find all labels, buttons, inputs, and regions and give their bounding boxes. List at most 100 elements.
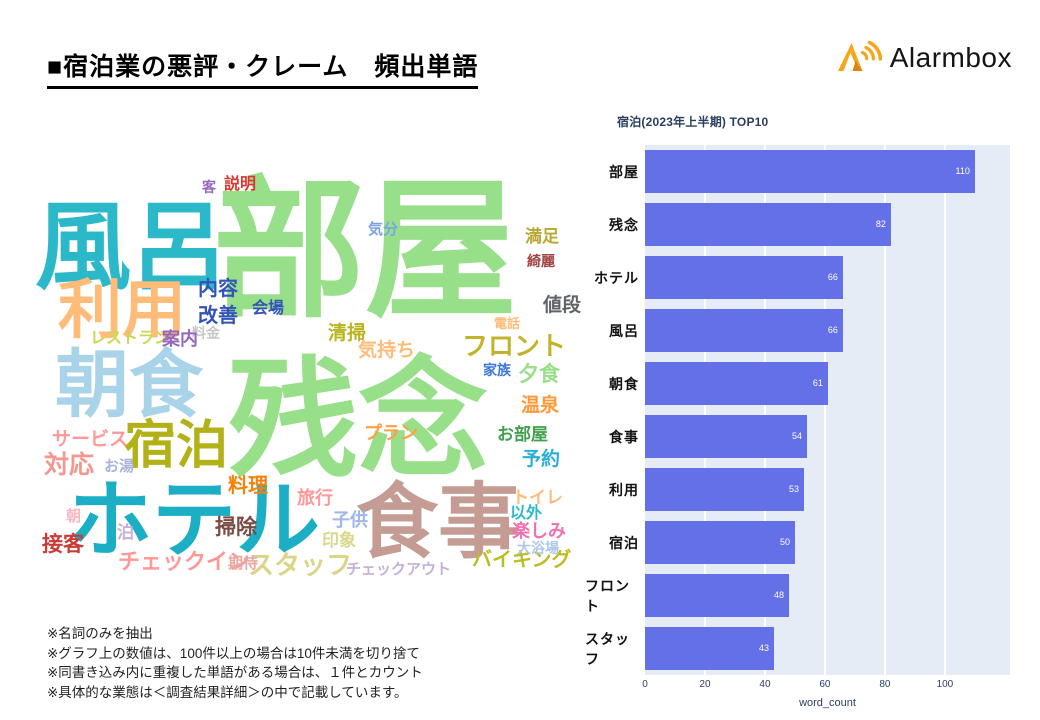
- alarm-sound-wave-icon: [837, 40, 882, 71]
- bar-value-label: 61: [812, 378, 823, 389]
- word: トイレ: [512, 488, 563, 507]
- bar: 66: [645, 309, 843, 352]
- word: 大浴場: [517, 540, 559, 556]
- footnote-line: ※名詞のみを抽出: [47, 626, 153, 641]
- word: 改善: [198, 305, 238, 327]
- word: お湯: [104, 458, 135, 475]
- alarmbox-logo: Alarmbox: [836, 40, 1012, 76]
- word: 料理: [228, 475, 268, 497]
- word: 気持ち: [358, 340, 416, 361]
- word: 部屋: [213, 166, 517, 336]
- word: 説明: [224, 176, 257, 193]
- word: 印象: [322, 531, 356, 550]
- footnote-line: ※具体的な業態は＜調査結果詳細＞の中で記載しています。: [47, 684, 408, 700]
- x-tick-label: 80: [879, 679, 891, 690]
- bar-chart: 宿泊(2023年上半期) TOP10 110 82 66 66 61 54 53 50 48 43…: [585, 105, 1030, 717]
- bar: 82: [645, 203, 891, 246]
- x-tick-label: 60: [819, 679, 831, 690]
- word: 子供: [332, 510, 368, 530]
- word: 楽しみ: [512, 521, 566, 541]
- footnotes: ※名詞のみを抽出 ※グラフ上の数値は、100件以上の場合は10件未満を切り捨て ※同…: [47, 624, 423, 702]
- category-label: スタッフ: [585, 630, 630, 667]
- word: 客: [202, 179, 216, 195]
- x-tick-label: 0: [642, 679, 648, 690]
- word: 残念: [228, 347, 489, 493]
- word: 掃除: [215, 516, 257, 539]
- x-axis-label: word_count: [799, 697, 856, 709]
- chart-title: 宿泊(2023年上半期) TOP10: [617, 115, 769, 129]
- category-label: 風呂: [609, 322, 639, 339]
- bar: 54: [645, 415, 807, 458]
- word: フロント: [462, 331, 567, 361]
- category-label: 利用: [609, 481, 639, 498]
- word: 家族: [483, 362, 511, 378]
- word: 夕食: [518, 363, 560, 386]
- bar: 110: [645, 150, 975, 193]
- word: チェックイン: [118, 549, 251, 574]
- word: 清掃: [328, 323, 367, 344]
- footnote-line: ※グラフ上の数値は、100件以上の場合は10件未満を切り捨て: [47, 645, 420, 661]
- bar-value-label: 66: [827, 325, 838, 336]
- word: 気分: [368, 221, 399, 238]
- x-gridline: [763, 145, 766, 675]
- x-gridline: [823, 145, 826, 675]
- word: 泊: [117, 523, 134, 542]
- word: 朝食: [55, 343, 203, 426]
- word: 電話: [494, 316, 521, 331]
- word: 食事: [356, 477, 521, 568]
- x-gridline: [883, 145, 886, 675]
- word: サービス: [52, 429, 129, 450]
- bar: 43: [645, 627, 774, 670]
- category-label: 朝食: [609, 375, 639, 392]
- bar-value-label: 66: [827, 272, 838, 283]
- footnote-line: ※同書き込み内に重複した単語がある場合は、１件とカウント: [47, 665, 423, 681]
- word: プラン: [364, 423, 418, 443]
- word: 内容: [198, 278, 238, 300]
- bar: 50: [645, 521, 795, 564]
- category-label: 食事: [609, 428, 639, 445]
- word: 会場: [252, 300, 285, 317]
- category-label: 部屋: [609, 163, 639, 180]
- word: 利用: [58, 274, 186, 346]
- x-tick-label: 100: [936, 679, 954, 690]
- word: 旅行: [297, 488, 333, 508]
- word: 期待: [228, 555, 259, 572]
- word: 予約: [522, 449, 561, 470]
- bar-value-label: 50: [779, 537, 790, 548]
- category-label: フロント: [585, 577, 630, 614]
- page-title: ■宿泊業の悪評・クレーム 頻出単語: [47, 47, 479, 89]
- word: 対応: [44, 451, 95, 479]
- bar-value-label: 110: [955, 166, 970, 177]
- chart-x-axis: 0 20 40 60 80 100: [642, 679, 1010, 693]
- x-tick-label: 40: [759, 679, 771, 690]
- word: 満足: [525, 227, 559, 246]
- word: スタッフ: [248, 550, 353, 580]
- bar: 53: [645, 468, 804, 511]
- category-label: 宿泊: [609, 534, 639, 551]
- x-gridline: [703, 145, 706, 675]
- chart-plot-area: 110 82 66 66 61 54 53 50 48 43: [645, 145, 1010, 675]
- word: レストラン: [90, 330, 171, 347]
- category-label: ホテル: [594, 269, 639, 286]
- bar-value-label: 43: [758, 643, 769, 654]
- x-gridline: [943, 145, 946, 675]
- bar-value-label: 54: [791, 431, 802, 442]
- word: 風呂: [35, 194, 227, 301]
- logo-text: Alarmbox: [889, 42, 1012, 73]
- bar-value-label: 53: [788, 484, 799, 495]
- word: 朝: [66, 508, 82, 525]
- x-tick-label: 20: [699, 679, 711, 690]
- word: 綺麗: [527, 253, 555, 269]
- word: 料金: [192, 325, 220, 341]
- bar: 48: [645, 574, 789, 617]
- word: 接客: [42, 533, 84, 556]
- word: 宿泊: [124, 417, 229, 475]
- word: 値段: [543, 295, 582, 316]
- bar-value-label: 82: [875, 219, 886, 230]
- word: バイキング: [472, 549, 572, 571]
- word: お部屋: [497, 425, 548, 444]
- word: 温泉: [521, 395, 560, 416]
- bar-value-label: 48: [773, 590, 784, 601]
- word: チェックアウト: [346, 561, 452, 578]
- wordcloud: 部屋 残念 風呂 ホテル 食事 朝食 利用 宿泊 フロント スタッフ チェックイン チェックアウト バイ…: [0, 0, 600, 620]
